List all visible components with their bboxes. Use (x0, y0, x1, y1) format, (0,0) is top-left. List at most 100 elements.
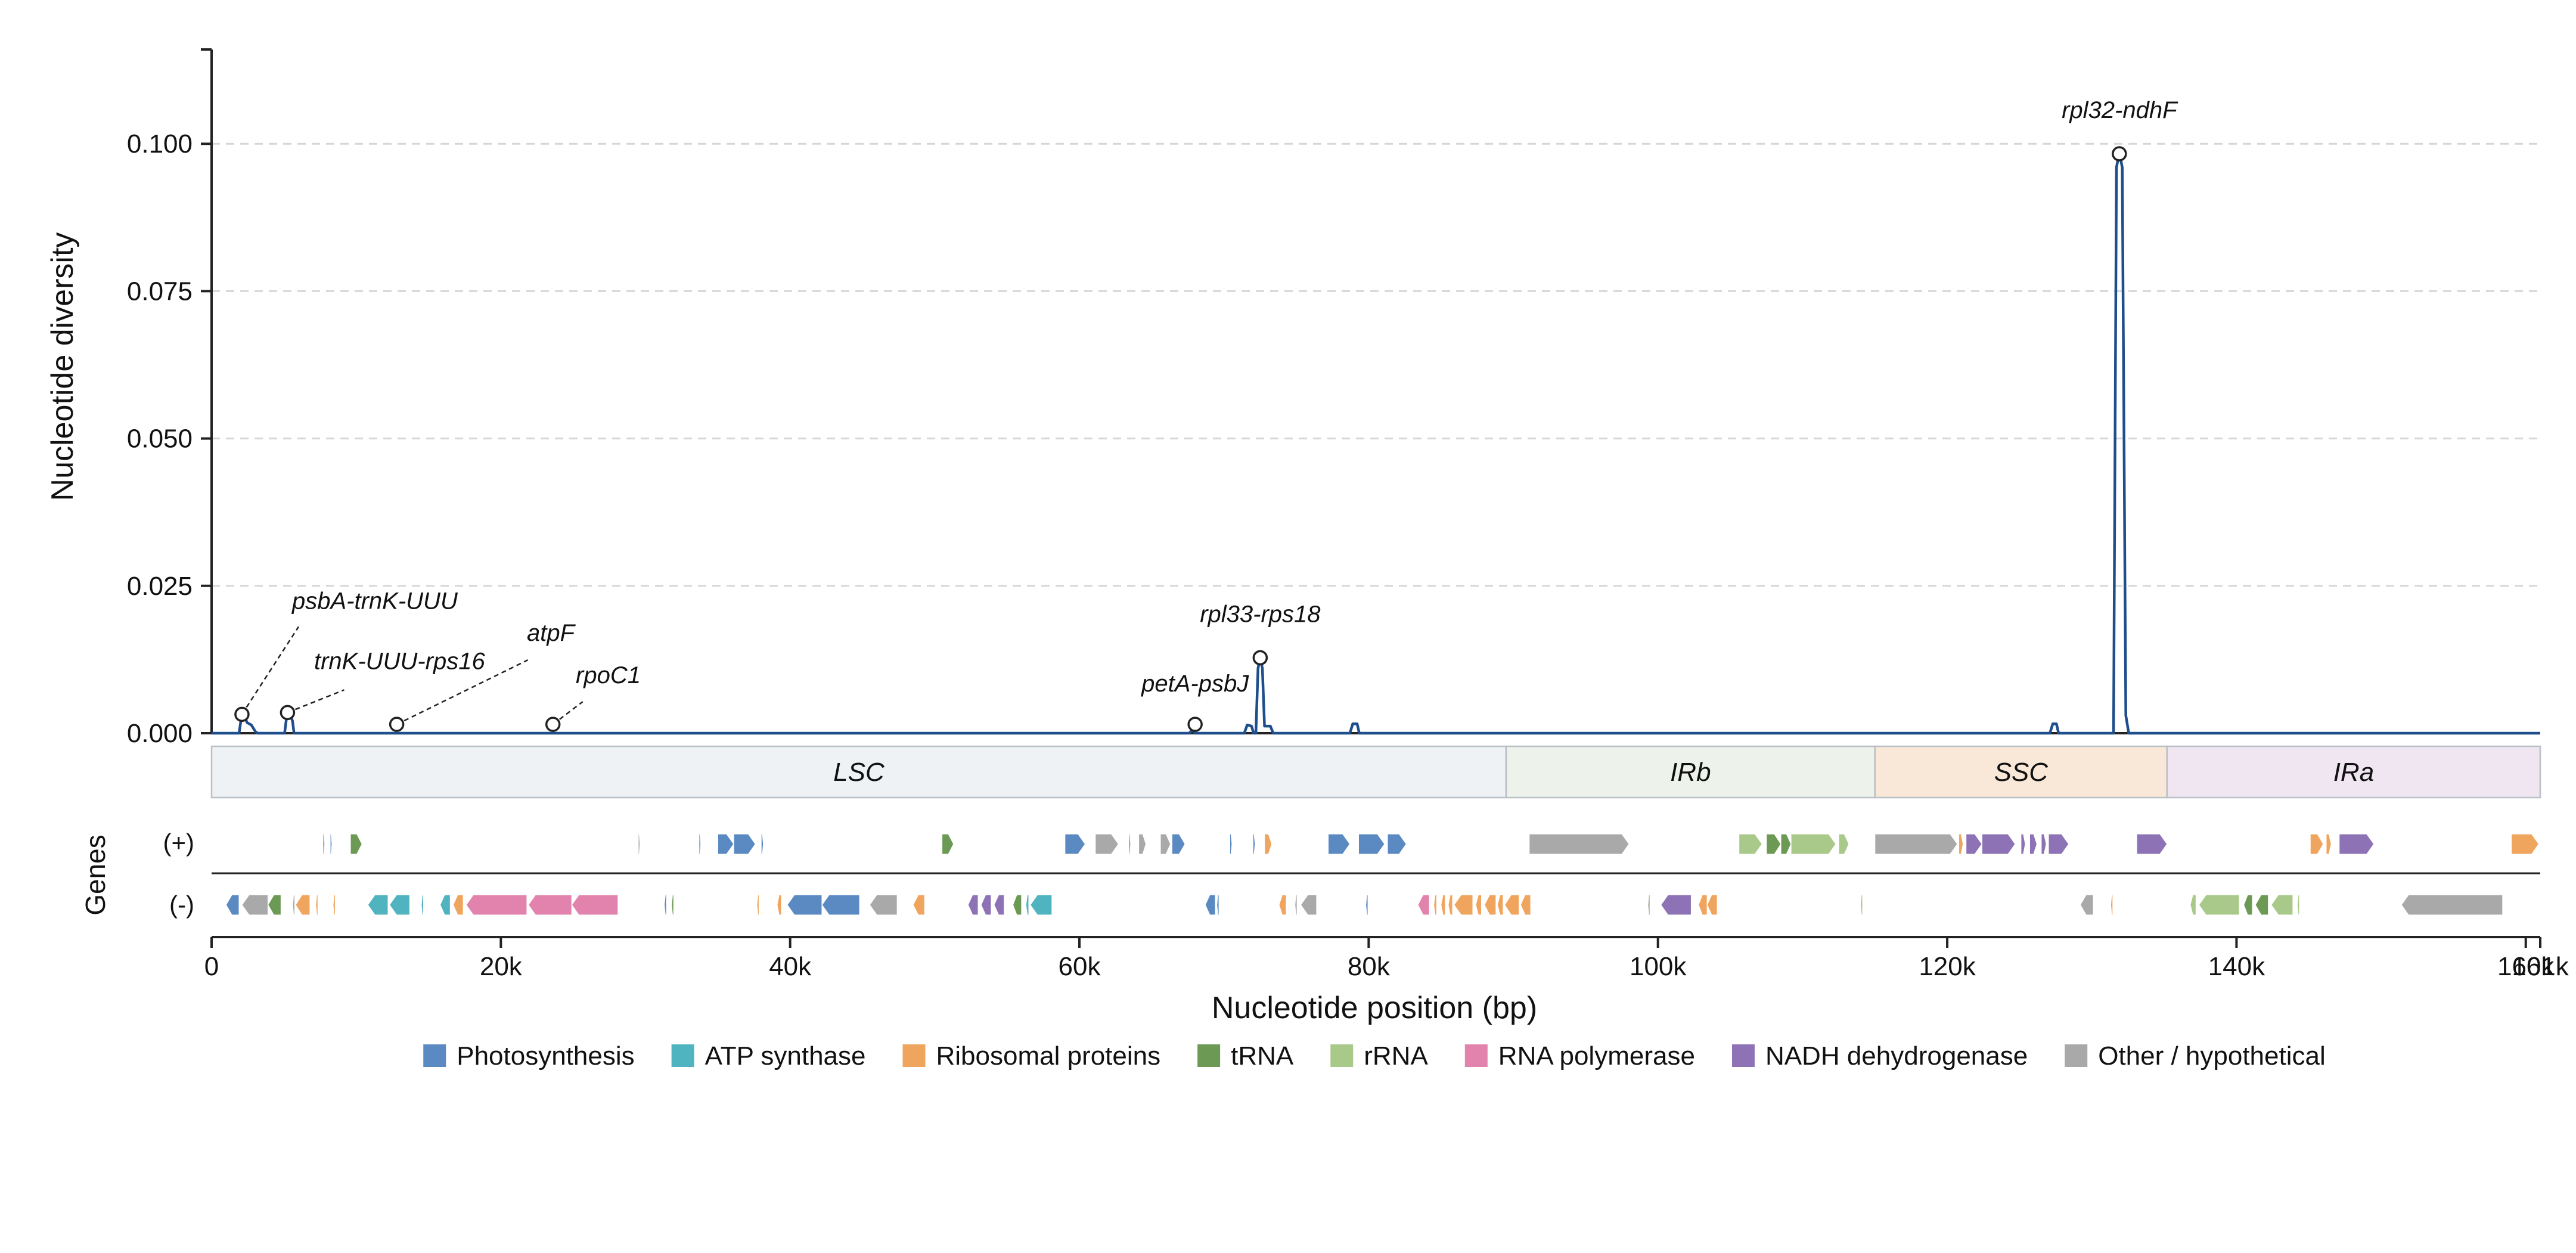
gene-ndh-plus (2048, 833, 2069, 855)
gene-ndh-plus (2339, 833, 2375, 855)
gene-atp-minus (439, 894, 451, 916)
gene-ndh-minus (994, 894, 1005, 916)
gene-ribo-minus (1441, 894, 1446, 916)
diversity-line (212, 151, 2540, 735)
gene-other-minus (869, 894, 898, 916)
legend: Photosynthesis ATP synthase Ribosomal prot… (423, 1041, 2326, 1071)
x-tick-label: 40k (769, 952, 812, 981)
region-label: IRb (1670, 758, 1711, 787)
x-tick-label: 0 (204, 952, 219, 981)
x-tick-label: 140k (2208, 952, 2265, 981)
gene-ribo-plus (2310, 833, 2324, 855)
gene-photo-plus (322, 833, 325, 855)
region-irb (1505, 745, 1876, 799)
gene-photo-minus (821, 894, 860, 916)
genes-axis-label: Genes (80, 835, 111, 916)
x-tick-label: 160k (2497, 952, 2555, 981)
gene-other-plus (1138, 833, 1147, 855)
gene-photo-plus (330, 833, 333, 855)
gene-ribo-minus (913, 894, 925, 916)
annotation-marker (280, 705, 296, 721)
genome-regions-bar: LSC IRb SSC IRa (210, 745, 2541, 799)
annotation-label: rpl33-rps18 (1200, 601, 1321, 627)
gene-rnap-minus (465, 894, 527, 916)
gene-photo-plus (1171, 833, 1185, 855)
gene-ribo-minus (295, 894, 311, 916)
gene-ndh-plus (1966, 833, 1983, 855)
gene-trna-minus (2255, 894, 2269, 916)
gene-other-plus (1128, 833, 1131, 855)
gene-trna-minus (1012, 894, 1022, 916)
gene-ribo-plus (1264, 833, 1273, 855)
gene-other-minus (2080, 894, 2094, 916)
gene-ribo-minus (1483, 894, 1497, 916)
legend-label-rnap: RNA polymerase (1498, 1041, 1695, 1071)
gene-ndh-minus (967, 894, 979, 916)
annotation-marker (234, 706, 250, 722)
legend-swatch-rrna (1330, 1044, 1354, 1067)
region-lsc (210, 745, 1507, 799)
gene-trna-minus (267, 894, 282, 916)
legend-swatch-rnap (1464, 1044, 1488, 1067)
legend-label-rrna: rRNA (1364, 1041, 1428, 1071)
annotation-label: rpl32-ndhF (2062, 97, 2178, 123)
gene-ribo-minus (1278, 894, 1287, 916)
gene-other-minus (292, 894, 296, 916)
strand-minus-label: (-) (169, 891, 194, 919)
gene-photo-plus (1229, 833, 1233, 855)
gene-photo-plus (1064, 833, 1086, 855)
gene-ribo-minus (2110, 894, 2113, 916)
gene-ribo-minus (1497, 894, 1504, 916)
plot-axes: 0.000 0.025 0.050 0.075 0.100 (127, 48, 2540, 748)
gene-photo-plus (717, 833, 734, 855)
gene-other-minus (1300, 894, 1317, 916)
gene-rrna-minus (2190, 894, 2197, 916)
gene-photo-plus (1252, 833, 1256, 855)
gene-other-minus (2401, 894, 2503, 916)
region-label: LSC (833, 758, 885, 787)
gene-ndh-plus (1981, 833, 2016, 855)
annotation-label: rpoC1 (576, 662, 641, 688)
gene-ndh-plus (2041, 833, 2047, 855)
gene-photo-minus (1365, 894, 1368, 916)
gene-photo-minus (225, 894, 240, 916)
gene-ndh-plus (2029, 833, 2038, 855)
annotation-label: trnK-UUU-rps16 (314, 648, 485, 674)
annotation-label: atpF (527, 620, 576, 646)
gene-photo-minus (787, 894, 823, 916)
gene-trna-minus (2243, 894, 2253, 916)
gene-rrna-minus (2296, 894, 2300, 916)
y-tick-label: 0.050 (127, 424, 193, 454)
legend-label-ribo: Ribosomal proteins (936, 1041, 1160, 1071)
gene-atp-minus (1029, 894, 1053, 916)
y-tick-label: 0.100 (127, 129, 193, 159)
y-tick-label: 0.075 (127, 277, 193, 306)
legend-swatch-atp (671, 1044, 694, 1067)
gene-ribo-minus (1698, 894, 1708, 916)
gene-other-minus (1647, 894, 1650, 916)
diversity-line-series (212, 151, 2540, 735)
gene-other-minus (241, 894, 269, 916)
gene-other-plus (1095, 833, 1119, 855)
y-tick-label: 0.025 (127, 572, 193, 601)
legend-swatch-trna (1197, 1044, 1221, 1067)
gene-ribo-minus (333, 894, 336, 916)
gene-trna-plus (1766, 833, 1782, 855)
legend-swatch-ndh (1731, 1044, 1755, 1067)
x-tick-label: 60k (1059, 952, 1101, 981)
annotation-label: petA-psbJ (1141, 671, 1249, 697)
region-label: SSC (1994, 758, 2049, 787)
gene-photo-minus (1205, 894, 1216, 916)
gene-photo-plus (733, 833, 756, 855)
legend-label-other: Other / hypothetical (2098, 1041, 2326, 1071)
gene-atp-minus (1025, 894, 1029, 916)
gene-trna-plus (1780, 833, 1792, 855)
annotation-leader-line (241, 626, 300, 715)
x-tick-label: 20k (480, 952, 523, 981)
strand-plus-label: (+) (163, 829, 195, 857)
gene-ribo-minus (1706, 894, 1718, 916)
gene-photo-minus (663, 894, 667, 916)
gene-photo-minus (1216, 894, 1219, 916)
